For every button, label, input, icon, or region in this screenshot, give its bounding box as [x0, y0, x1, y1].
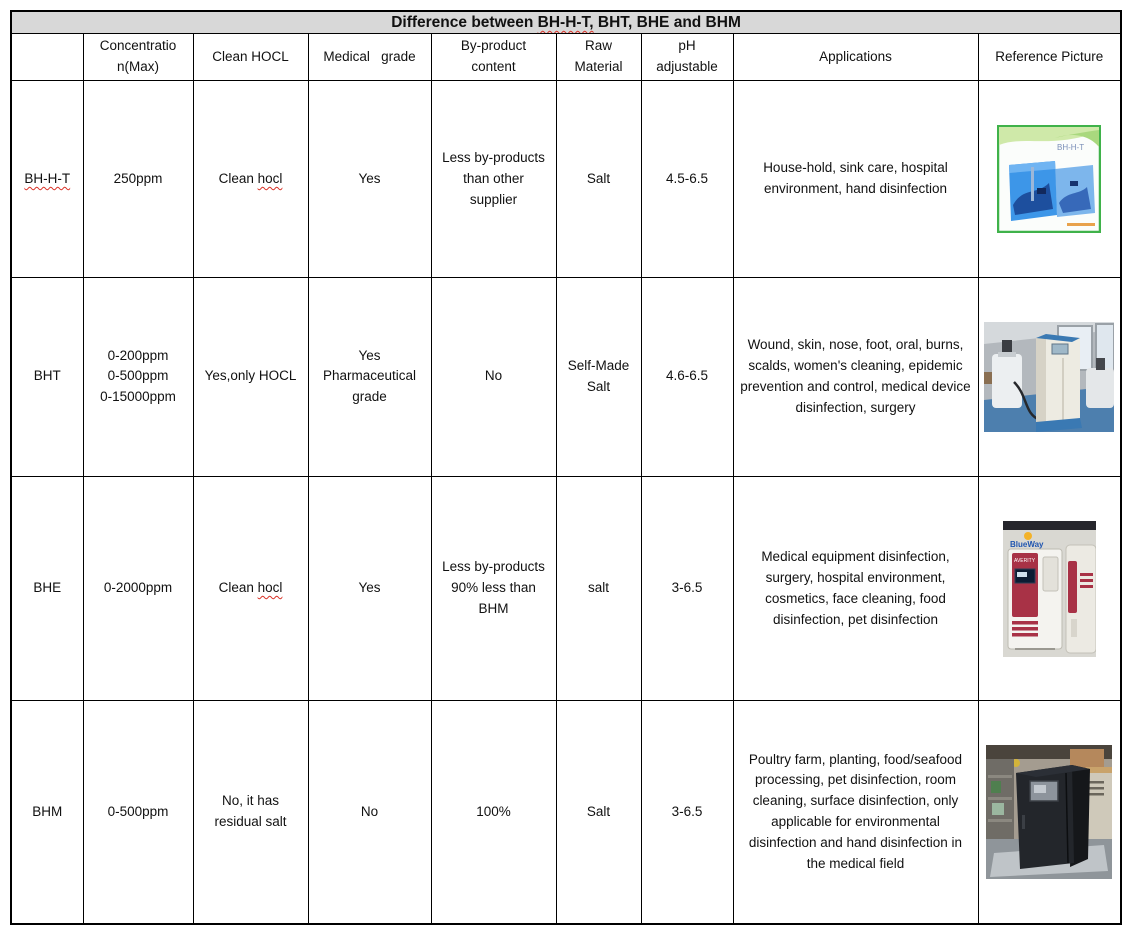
cell-bhm-medical: No: [307, 700, 432, 925]
comparison-table: Difference between BH-H-T, BHT, BHE and …: [10, 10, 1123, 925]
cell-bhht-medical: Yes: [307, 80, 432, 279]
cell-bht-clean-hocl: Yes,only HOCL: [192, 277, 309, 477]
cell-bhht-applications: House-hold, sink care, hospital environm…: [732, 80, 979, 279]
blue-device-front: [1009, 161, 1058, 222]
title-prefix: Difference between: [391, 14, 538, 31]
cell-bhm-concentration: 0-500ppm: [82, 700, 194, 925]
bhm-black-cabinet: [1016, 765, 1091, 870]
col-header-byproduct: By-product content: [430, 33, 557, 82]
table-row-bht: BHT 0-200ppm 0-500ppm 0-15000ppm Yes,onl…: [10, 277, 1122, 477]
bhe-right-machine: [1065, 544, 1096, 654]
col-header-reference-picture: Reference Picture: [977, 33, 1122, 82]
cell-bht-byproduct: No: [430, 277, 557, 477]
right-tank: [1086, 357, 1115, 408]
cell-bhm-raw: Salt: [555, 700, 642, 925]
blueway-logo-text: BlueWay: [1010, 540, 1044, 549]
cell-bhe-applications: Medical equipment disinfection, surgery,…: [732, 475, 979, 702]
cell-bhm-product: BHM: [10, 700, 84, 925]
cell-bhht-picture: BH-H-T: [977, 80, 1122, 279]
cell-bht-ph: 4.6-6.5: [640, 277, 734, 477]
cell-bht-picture: [977, 277, 1122, 477]
col-header-product: [10, 33, 84, 82]
bhht-product-photo: BH-H-T: [997, 125, 1102, 234]
bhe-machine-photo: BlueWay AVERITY: [1002, 520, 1096, 657]
cell-bht-applications: Wound, skin, nose, foot, oral, burns, sc…: [732, 277, 979, 477]
product-name: BH-H-T: [24, 170, 71, 186]
green-swoosh: [999, 127, 1100, 146]
cell-bhht-byproduct: Less by-products than other supplier: [430, 80, 557, 279]
cell-bhm-ph: 3-6.5: [640, 700, 734, 925]
photo-product-label: BH-H-T: [1057, 143, 1084, 152]
shelf-rack: [986, 759, 1015, 840]
cell-bhht-raw: Salt: [555, 80, 642, 279]
bhe-left-machine: AVERITY: [1007, 548, 1063, 650]
dispenser-recess: [1042, 556, 1059, 592]
cell-bht-raw: Self-Made Salt: [555, 277, 642, 477]
clean-hocl-text: Clean: [218, 170, 258, 186]
cell-bhm-picture: [977, 700, 1122, 925]
photo-caption-smudge: [1067, 223, 1096, 227]
cell-bhm-clean-hocl: No, it has residual salt: [192, 700, 309, 925]
header-row: Concentratio n(Max) Clean HOCL Medical g…: [10, 33, 1122, 82]
col-header-applications: Applications: [732, 33, 979, 82]
clean-hocl-text: Clean: [218, 580, 258, 596]
cell-bhe-clean-hocl: Clean hocl: [192, 475, 309, 702]
cell-bhe-medical: Yes: [307, 475, 432, 702]
cell-bhht-ph: 4.5-6.5: [640, 80, 734, 279]
machine-brand-text: AVERITY: [1014, 558, 1036, 564]
bhm-machine-photo: [986, 745, 1113, 880]
green-swoosh-dark: [1055, 130, 1100, 148]
cell-bhht-clean-hocl: Clean hocl: [192, 80, 309, 279]
clean-hocl-flagged-text: hocl: [257, 170, 283, 186]
table-title: Difference between BH-H-T, BHT, BHE and …: [10, 10, 1122, 35]
title-row: Difference between BH-H-T, BHT, BHE and …: [10, 10, 1122, 35]
cell-bht-medical: Yes Pharmaceutical grade: [307, 277, 432, 477]
clean-hocl-text: Yes,only HOCL: [204, 368, 297, 384]
cell-bhm-byproduct: 100%: [430, 700, 557, 925]
blue-device-right: [1055, 165, 1096, 218]
bht-machine: [1036, 333, 1083, 432]
cell-bhe-byproduct: Less by-products 90% less than BHM: [430, 475, 557, 702]
cell-bhht-product: BH-H-T: [10, 80, 84, 279]
left-tank: [992, 339, 1023, 408]
col-header-raw-material: Raw Material: [555, 33, 642, 82]
clean-hocl-flagged-text: hocl: [257, 580, 283, 596]
cell-bhe-concentration: 0-2000ppm: [82, 475, 194, 702]
clean-hocl-text: No, it has residual salt: [214, 793, 287, 830]
ceiling-strip: [1002, 520, 1096, 530]
cell-bhht-concentration: 250ppm: [82, 80, 194, 279]
title-suffix: BHT, BHE and BHM: [593, 14, 741, 31]
cell-bhe-product: BHE: [10, 475, 84, 702]
blueway-logo-swirl: [1023, 531, 1032, 540]
cell-bhe-raw: salt: [555, 475, 642, 702]
bht-lab-photo: [984, 321, 1115, 432]
cell-bhm-applications: Poultry farm, planting, food/seafood pro…: [732, 700, 979, 925]
title-flagged-text: BH-H-T,: [537, 14, 594, 31]
page: Difference between BH-H-T, BHT, BHE and …: [10, 10, 1123, 925]
cell-bht-concentration: 0-200ppm 0-500ppm 0-15000ppm: [82, 277, 194, 477]
cell-bhe-picture: BlueWay AVERITY: [977, 475, 1122, 702]
table-row-bhe: BHE 0-2000ppm Clean hocl Yes Less by-pro…: [10, 475, 1122, 702]
col-header-concentration: Concentratio n(Max): [82, 33, 194, 82]
table-row-bhm: BHM 0-500ppm No, it has residual salt No…: [10, 700, 1122, 925]
table-row-bhht: BH-H-T 250ppm Clean hocl Yes Less by-pro…: [10, 80, 1122, 279]
cell-bht-product: BHT: [10, 277, 84, 477]
cell-bhe-ph: 3-6.5: [640, 475, 734, 702]
col-header-ph: pH adjustable: [640, 33, 734, 82]
col-header-medical-grade: Medical grade: [307, 33, 432, 82]
col-header-clean-hocl: Clean HOCL: [192, 33, 309, 82]
